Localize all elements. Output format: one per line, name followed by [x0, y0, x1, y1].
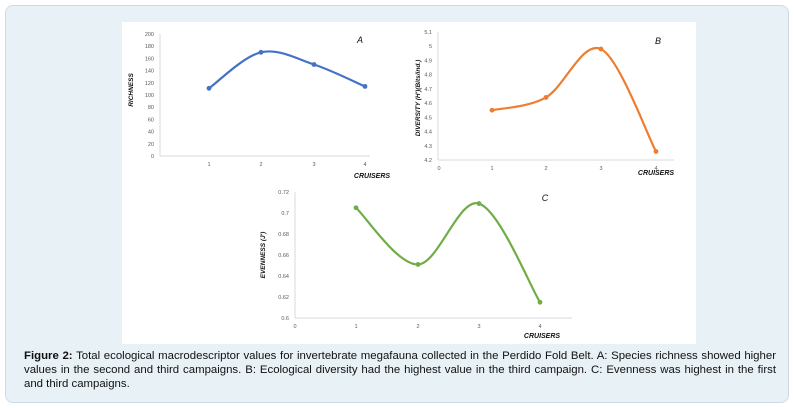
y-tick-label: 4.4: [424, 130, 432, 136]
x-tick-label: 2: [259, 162, 262, 168]
chart-a: 0 20 40 60 80 100 120 140 160 180 200 1 2 3 4 A CRUISERS…: [128, 32, 390, 180]
x-tick-label: 1: [354, 324, 357, 330]
series-line: [354, 202, 542, 304]
figure-caption: Figure 2: Total ecological macrodescript…: [24, 349, 776, 391]
y-tick-label: 60: [148, 117, 154, 123]
y-tick-label: 0.68: [278, 232, 289, 238]
chart-c: 0.6 0.62 0.64 0.66 0.68 0.7 0.72 0 1 2 3 4 C CRUISERS…: [260, 190, 572, 340]
y-tick-label: 180: [145, 44, 154, 50]
series-line: [490, 46, 658, 153]
y-tick-label: 0.66: [278, 253, 289, 259]
caption-label: Figure 2:: [24, 350, 73, 362]
y-tick-label: 0.7: [281, 211, 289, 217]
x-tick-label: 0: [293, 324, 296, 330]
y-tick-label: 100: [145, 93, 154, 99]
y-tick-label: 160: [145, 56, 154, 62]
y-tick-label: 0.64: [278, 274, 289, 280]
y-tick-label: 4.3: [424, 144, 432, 150]
y-tick-label: 4.9: [424, 58, 432, 64]
data-point: [415, 262, 421, 267]
figure-frame: 0 20 40 60 80 100 120 140 160 180 200 1 2 3 4 A CRUISERS…: [5, 5, 789, 403]
x-tick-label: 1: [490, 166, 493, 172]
x-tick-label: 1: [207, 162, 210, 168]
y-tick-label: 80: [148, 105, 154, 111]
x-tick-label: 4: [654, 166, 657, 172]
x-axis-label: CRUISERS: [354, 173, 391, 180]
x-axis-label: CRUISERS: [638, 170, 675, 177]
data-point: [311, 62, 317, 67]
y-tick-label: 4.8: [424, 73, 432, 79]
data-point: [653, 149, 659, 154]
panel-letter: C: [542, 193, 549, 203]
y-tick-label: 40: [148, 130, 154, 136]
y-tick-label: 20: [148, 142, 154, 148]
x-axis-label: CRUISERS: [524, 333, 561, 340]
y-tick-label: 140: [145, 69, 154, 75]
x-tick-label: 0: [437, 166, 440, 172]
y-tick-label: 0.72: [278, 190, 289, 196]
y-tick-label: 120: [145, 81, 154, 87]
data-point: [206, 85, 212, 91]
y-tick-label: 0.6: [281, 316, 289, 322]
panel-letter: A: [356, 35, 363, 45]
x-tick-label: 3: [599, 166, 602, 172]
figure-panel: 0 20 40 60 80 100 120 140 160 180 200 1 2 3 4 A CRUISERS…: [122, 22, 696, 344]
y-tick-label: 0: [151, 154, 154, 160]
y-axis-label: RICHNESS: [128, 73, 135, 107]
x-tick-label: 2: [416, 324, 419, 330]
data-point: [543, 95, 549, 100]
data-point: [476, 201, 482, 206]
y-tick-label: 4.5: [424, 115, 432, 121]
data-point: [362, 84, 368, 89]
y-tick-label: 5.1: [424, 30, 432, 36]
x-tick-label: 3: [312, 162, 315, 168]
y-tick-label: 4.6: [424, 101, 432, 107]
y-tick-label: 4.7: [424, 87, 432, 93]
x-tick-label: 3: [477, 324, 480, 330]
y-tick-label: 200: [145, 32, 154, 38]
y-tick-label: 0.62: [278, 295, 289, 301]
x-tick-label: 4: [363, 162, 366, 168]
data-point: [537, 299, 543, 305]
y-axis-label: EVENNESS (J'): [260, 232, 267, 279]
data-point: [258, 49, 264, 55]
x-tick-label: 4: [538, 324, 541, 330]
y-axis-label: DIVERSITY (H')(Bits/ind.): [415, 60, 422, 137]
y-tick-label: 4.2: [424, 158, 432, 164]
caption-text: Total ecological macrodescriptor values …: [24, 350, 776, 390]
panel-letter: B: [655, 36, 661, 46]
data-point: [489, 107, 495, 113]
data-point: [353, 205, 359, 211]
x-tick-label: 2: [544, 166, 547, 172]
series-line: [207, 50, 367, 90]
data-point: [598, 46, 604, 52]
y-tick-label: 5: [429, 44, 432, 50]
chart-b: 4.2 4.3 4.4 4.5 4.6 4.7 4.8 4.9 5 5.1 0 1 2 3 4 B CRUISE…: [415, 30, 674, 177]
